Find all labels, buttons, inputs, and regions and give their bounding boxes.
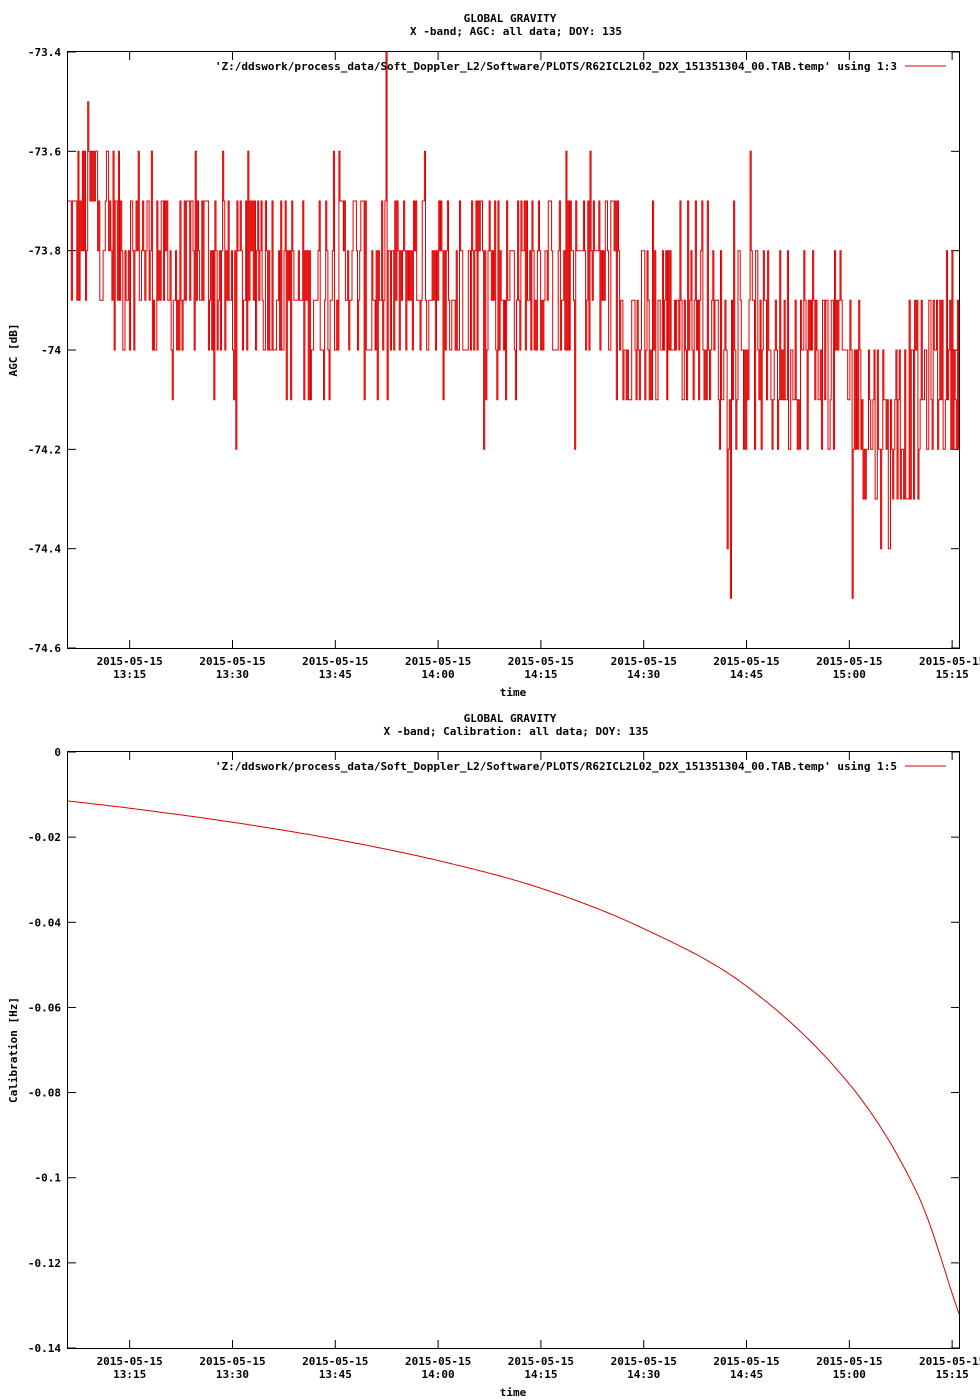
- calibration-chart: GLOBAL GRAVITY X -band; Calibration: all…: [7, 712, 980, 1399]
- agc-x-tick-time: 15:00: [833, 668, 866, 681]
- agc-x-tick-time: 13:15: [113, 668, 146, 681]
- agc-y-tick-label: -74.6: [28, 642, 61, 655]
- calibration-x-tick-date: 2015-05-15: [816, 1355, 882, 1368]
- agc-x-tick-time: 14:30: [627, 668, 660, 681]
- calibration-chart-title: GLOBAL GRAVITY: [464, 712, 557, 725]
- agc-y-axis-label: AGC [dB]: [7, 324, 20, 377]
- calibration-x-tick-time: 15:00: [833, 1368, 866, 1381]
- agc-x-tick-time: 15:15: [936, 668, 969, 681]
- calibration-series-line: [67, 800, 960, 1315]
- calibration-x-tick-time: 13:30: [216, 1368, 249, 1381]
- agc-y-tick-label: -74.4: [28, 543, 61, 556]
- calibration-y-tick-label: -0.04: [28, 916, 61, 929]
- calibration-y-tick-label: -0.06: [28, 1001, 61, 1014]
- calibration-x-axis-label: time: [500, 1386, 527, 1399]
- agc-x-tick-date: 2015-05-15: [97, 655, 163, 668]
- calibration-y-tick-label: -0.1: [35, 1172, 62, 1185]
- agc-y-tick-label: -73.8: [28, 245, 61, 258]
- calibration-x-tick-date: 2015-05-15: [405, 1355, 471, 1368]
- agc-chart: GLOBAL GRAVITY X -band; AGC: all data; D…: [7, 12, 980, 699]
- agc-y-tick-label: -74.2: [28, 443, 61, 456]
- agc-x-tick-date: 2015-05-15: [405, 655, 471, 668]
- calibration-plot-frame: [67, 751, 960, 1349]
- calibration-legend-label: 'Z:/ddswork/process_data/Soft_Doppler_L2…: [215, 760, 897, 773]
- agc-x-tick-date: 2015-05-15: [713, 655, 779, 668]
- calibration-x-tick-date: 2015-05-15: [611, 1355, 677, 1368]
- calibration-x-tick-date: 2015-05-15: [199, 1355, 265, 1368]
- calibration-x-tick-time: 14:00: [422, 1368, 455, 1381]
- agc-x-tick-date: 2015-05-15: [919, 655, 980, 668]
- agc-x-tick-time: 13:30: [216, 668, 249, 681]
- agc-x-tick-time: 14:00: [422, 668, 455, 681]
- agc-chart-subtitle: X -band; AGC: all data; DOY: 135: [410, 25, 622, 38]
- calibration-x-tick-date: 2015-05-15: [713, 1355, 779, 1368]
- agc-y-axis: -73.4 -73.6 -73.8 -74 -74.2 -74.4 -74.6: [28, 46, 959, 655]
- calibration-x-tick-time: 13:45: [319, 1368, 352, 1381]
- calibration-y-tick-label: 0: [54, 746, 61, 759]
- agc-x-tick-time: 14:45: [730, 668, 763, 681]
- agc-x-axis-label: time: [500, 686, 527, 699]
- calibration-x-axis: 2015-05-1513:152015-05-1513:302015-05-15…: [97, 752, 980, 1381]
- calibration-y-tick-label: -0.14: [28, 1342, 61, 1355]
- calibration-x-tick-time: 14:45: [730, 1368, 763, 1381]
- calibration-y-axis: 0 -0.02 -0.04 -0.06 -0.08 -0.1 -0.12 -0.14: [28, 746, 959, 1355]
- agc-x-tick-date: 2015-05-15: [199, 655, 265, 668]
- agc-x-tick-date: 2015-05-15: [816, 655, 882, 668]
- agc-y-tick-label: -73.6: [28, 145, 61, 158]
- agc-y-tick-label: -73.4: [28, 46, 61, 59]
- agc-legend-label: 'Z:/ddswork/process_data/Soft_Doppler_L2…: [215, 60, 897, 73]
- calibration-x-tick-time: 15:15: [936, 1368, 969, 1381]
- calibration-y-tick-label: -0.02: [28, 831, 61, 844]
- calibration-x-tick-date: 2015-05-15: [97, 1355, 163, 1368]
- agc-x-tick-date: 2015-05-15: [508, 655, 574, 668]
- calibration-x-tick-time: 13:15: [113, 1368, 146, 1381]
- calibration-x-tick-date: 2015-05-15: [302, 1355, 368, 1368]
- agc-plot-frame: [67, 51, 960, 649]
- agc-x-tick-time: 14:15: [524, 668, 557, 681]
- calibration-x-tick-date: 2015-05-15: [919, 1355, 980, 1368]
- calibration-y-axis-label: Calibration [Hz]: [7, 997, 20, 1103]
- agc-x-tick-date: 2015-05-15: [611, 655, 677, 668]
- calibration-x-tick-time: 14:30: [627, 1368, 660, 1381]
- calibration-y-tick-label: -0.12: [28, 1257, 61, 1270]
- agc-x-axis: 2015-05-1513:152015-05-1513:302015-05-15…: [97, 52, 980, 681]
- agc-x-tick-date: 2015-05-15: [302, 655, 368, 668]
- calibration-x-tick-date: 2015-05-15: [508, 1355, 574, 1368]
- agc-chart-title: GLOBAL GRAVITY: [464, 12, 557, 25]
- agc-series-line: [68, 51, 959, 599]
- calibration-x-tick-time: 14:15: [524, 1368, 557, 1381]
- agc-y-tick-label: -74: [41, 344, 61, 357]
- agc-x-tick-time: 13:45: [319, 668, 352, 681]
- calibration-chart-subtitle: X -band; Calibration: all data; DOY: 135: [384, 725, 649, 738]
- calibration-y-tick-label: -0.08: [28, 1087, 61, 1100]
